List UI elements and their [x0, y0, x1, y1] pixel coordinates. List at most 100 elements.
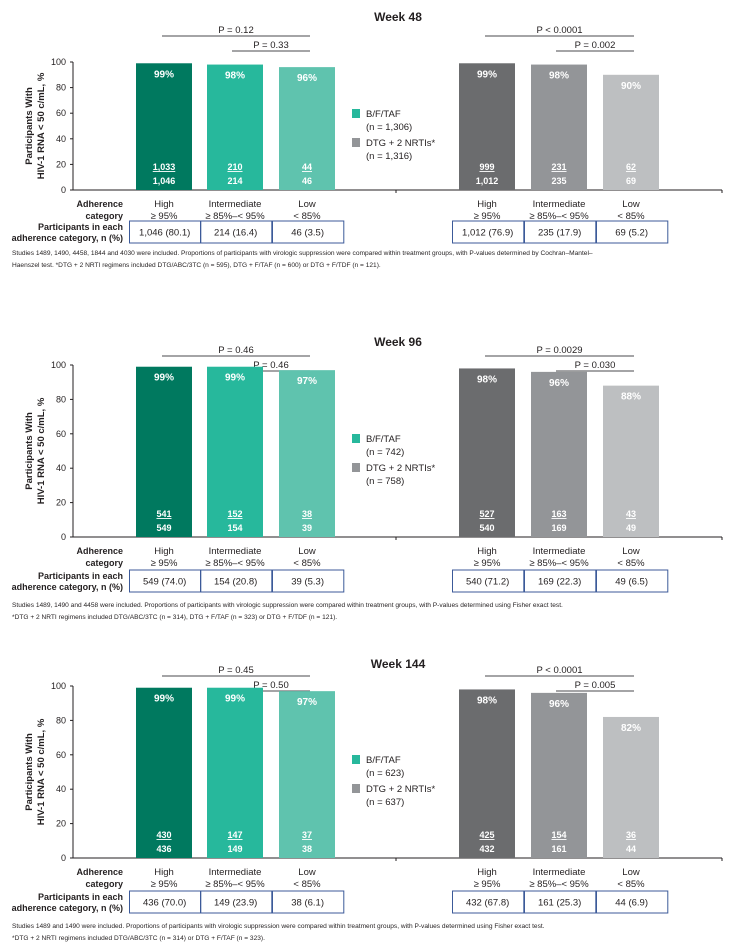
- legend-n: (n = 742): [366, 447, 404, 458]
- responders-count: 62: [626, 162, 636, 172]
- category-sublabel: ≥ 85%–< 95%: [205, 879, 265, 890]
- bar: [459, 689, 515, 858]
- bar: [531, 692, 587, 858]
- bar-value-label: 96%: [549, 699, 569, 710]
- bar: [603, 385, 659, 537]
- legend-label: B/F/TAF: [366, 434, 401, 445]
- x-axis-title: category: [85, 211, 123, 221]
- total-count: 169: [551, 523, 566, 533]
- y-tick-label: 80: [56, 83, 66, 93]
- total-count: 44: [626, 844, 636, 854]
- category-label: Low: [298, 867, 316, 878]
- table-cell: 436 (70.0): [143, 898, 186, 909]
- table-cell: 161 (25.3): [538, 898, 581, 909]
- bar: [279, 67, 335, 190]
- category-sublabel: < 85%: [293, 879, 321, 890]
- footnote: Studies 1489, 1490 and 4458 were include…: [12, 602, 563, 609]
- table-row-label: Participants in each: [38, 892, 123, 902]
- bar: [279, 370, 335, 537]
- category-sublabel: < 85%: [293, 558, 321, 569]
- total-count: 436: [156, 844, 171, 854]
- category-sublabel: < 85%: [617, 211, 645, 222]
- bar-value-label: 98%: [225, 71, 245, 82]
- table-cell-border: [596, 569, 669, 593]
- total-count: 549: [156, 523, 171, 533]
- footnote: *DTG + 2 NRTI regimens included DTG/ABC/…: [12, 614, 337, 621]
- table-cell-border: [200, 220, 273, 244]
- total-count: 149: [227, 844, 242, 854]
- p-value-label: P = 0.12: [218, 25, 253, 36]
- responders-count: 430: [156, 830, 171, 840]
- bar-value-label: 90%: [621, 81, 641, 92]
- bar-value-label: 99%: [225, 694, 245, 705]
- chart-title: Week 48: [374, 10, 422, 24]
- y-axis-label-line: Participants With: [24, 87, 35, 165]
- bar: [136, 63, 192, 190]
- responders-count: 425: [479, 830, 494, 840]
- y-axis-label: Participants With HIV-1 RNA < 50 c/mL, %: [24, 72, 47, 179]
- table-cell: 149 (23.9): [214, 898, 257, 909]
- category-sublabel: ≥ 95%: [474, 558, 501, 569]
- bar-value-label: 96%: [297, 73, 317, 84]
- table-row-label: adherence category, n (%): [12, 233, 123, 243]
- table-cell-border: [200, 569, 273, 593]
- responders-count: 36: [626, 830, 636, 840]
- legend-swatch-bftaf: [352, 434, 360, 443]
- p-value-label: P = 0.33: [253, 40, 288, 51]
- legend-label: DTG + 2 NRTIs*: [366, 138, 436, 149]
- legend-swatch-bftaf: [352, 755, 360, 764]
- y-axis-label-line: HIV-1 RNA < 50 c/mL, %: [36, 397, 47, 504]
- p-value-label: P = 0.002: [575, 40, 616, 51]
- category-sublabel: ≥ 95%: [151, 211, 178, 222]
- table-row-label: Participants in each: [38, 571, 123, 581]
- bar: [136, 687, 192, 858]
- legend-n: (n = 1,316): [366, 151, 412, 162]
- category-label: Low: [622, 546, 640, 557]
- bar: [531, 371, 587, 537]
- total-count: 154: [227, 523, 242, 533]
- category-label: High: [154, 199, 174, 210]
- table-cell: 39 (5.3): [291, 577, 324, 588]
- bar-value-label: 99%: [154, 373, 174, 384]
- table-cell: 432 (67.8): [466, 898, 509, 909]
- total-count: 432: [479, 844, 494, 854]
- y-tick-label: 80: [56, 715, 66, 725]
- category-label: High: [477, 199, 497, 210]
- category-label: Intermediate: [209, 867, 262, 878]
- legend-label: B/F/TAF: [366, 755, 401, 766]
- bar: [207, 687, 263, 858]
- total-count: 540: [479, 523, 494, 533]
- legend-swatch-dtg: [352, 138, 360, 147]
- legend-n: (n = 1,306): [366, 122, 412, 133]
- x-axis-title: category: [85, 558, 123, 568]
- table-cell: 38 (6.1): [291, 898, 324, 909]
- legend-label: B/F/TAF: [366, 109, 401, 120]
- category-sublabel: < 85%: [617, 558, 645, 569]
- y-tick-label: 20: [56, 498, 66, 508]
- y-tick-label: 0: [61, 532, 66, 542]
- y-tick-label: 40: [56, 784, 66, 794]
- total-count: 235: [551, 176, 566, 186]
- bar-value-label: 98%: [477, 374, 497, 385]
- bar-value-label: 97%: [297, 697, 317, 708]
- table-cell: 549 (74.0): [143, 577, 186, 588]
- x-axis-title: Adherence: [76, 546, 123, 556]
- legend-swatch-dtg: [352, 463, 360, 472]
- table-row-label: Participants in each: [38, 222, 123, 232]
- total-count: 49: [626, 523, 636, 533]
- y-tick-label: 100: [51, 681, 66, 691]
- table-cell-border: [452, 890, 525, 914]
- category-label: Intermediate: [533, 546, 586, 557]
- table-cell: 46 (3.5): [291, 228, 324, 239]
- bar-value-label: 96%: [549, 378, 569, 389]
- legend-n: (n = 637): [366, 797, 404, 808]
- total-count: 214: [227, 176, 242, 186]
- bar: [603, 74, 659, 190]
- category-label: Low: [298, 199, 316, 210]
- table-cell-border: [524, 220, 597, 244]
- responders-count: 999: [479, 162, 494, 172]
- p-value-label: P = 0.005: [575, 680, 616, 691]
- category-sublabel: ≥ 85%–< 95%: [529, 879, 589, 890]
- y-tick-label: 60: [56, 750, 66, 760]
